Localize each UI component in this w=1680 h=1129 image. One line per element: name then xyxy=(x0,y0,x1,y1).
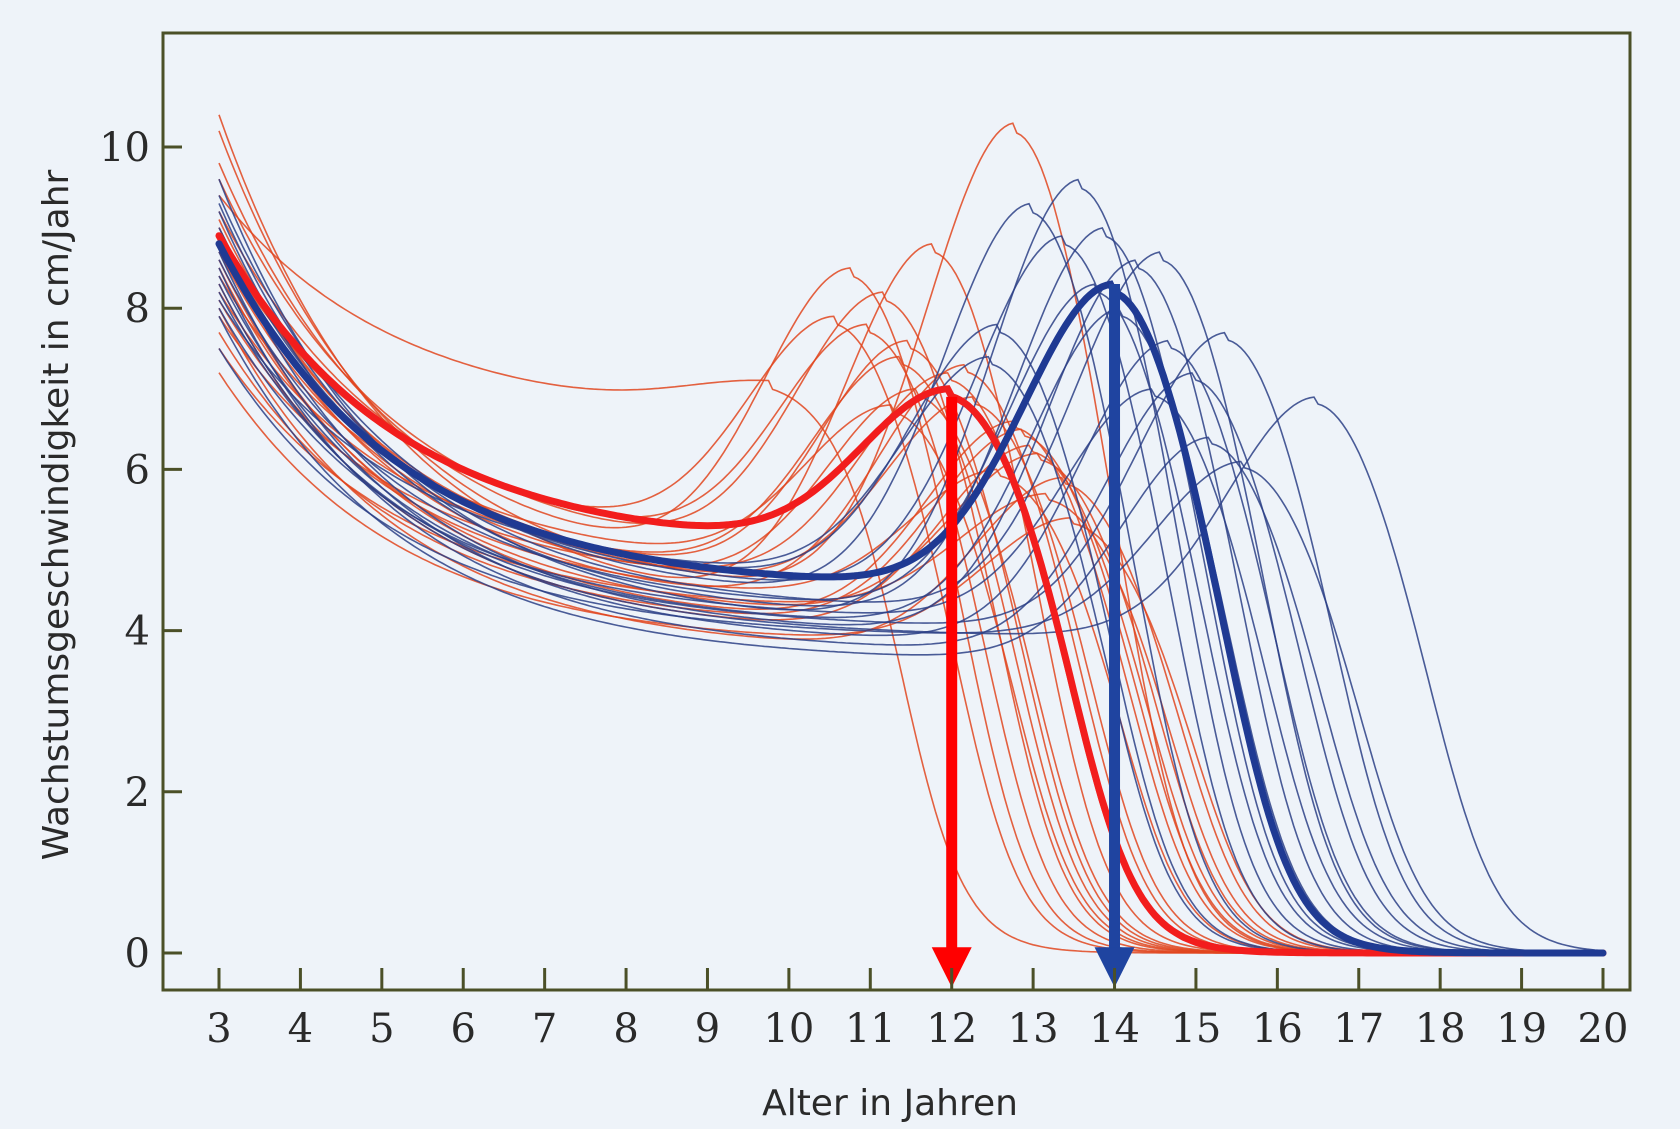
x-tick-label: 8 xyxy=(613,1006,638,1052)
y-tick-label: 8 xyxy=(125,286,150,332)
y-tick-label: 6 xyxy=(125,447,150,493)
x-tick-label: 7 xyxy=(532,1006,557,1052)
arrows-group xyxy=(931,284,1135,988)
x-tick-label: 20 xyxy=(1578,1006,1629,1052)
arrow-blue-head xyxy=(1094,947,1135,988)
x-tick-label: 16 xyxy=(1252,1006,1303,1052)
boy-curve xyxy=(218,348,1603,954)
arrow-red-head xyxy=(931,947,972,988)
girls-mean-curve xyxy=(215,232,1607,957)
x-tick-label: 12 xyxy=(926,1006,977,1052)
y-axis-title: Wachstumsgeschwindigkeit in cm/Jahr xyxy=(36,169,77,860)
boy-curve xyxy=(218,203,1603,954)
x-tick-label: 5 xyxy=(369,1006,394,1052)
boys-mean-curve xyxy=(215,240,1607,957)
boy-curve xyxy=(218,315,1603,954)
x-tick-label: 14 xyxy=(1089,1006,1140,1052)
x-tick-label: 11 xyxy=(845,1006,896,1052)
x-tick-label: 9 xyxy=(695,1006,720,1052)
x-tick-label: 13 xyxy=(1008,1006,1059,1052)
x-tick-label: 4 xyxy=(288,1006,313,1052)
x-tick-label: 10 xyxy=(763,1006,814,1052)
x-axis: 3 4 5 6 7 8 9 10 11 12 13 14 15 16 17 18 19 20 xyxy=(206,968,1628,1052)
mean-curves-group xyxy=(215,232,1607,957)
x-tick-label: 19 xyxy=(1496,1006,1547,1052)
x-axis-title: Alter in Jahren xyxy=(762,1083,1018,1124)
y-tick-label: 0 xyxy=(125,931,150,977)
y-tick-label: 4 xyxy=(125,609,150,655)
boy-curve xyxy=(218,283,1604,952)
x-tick-label: 15 xyxy=(1170,1006,1221,1052)
y-axis: 0 2 4 6 8 10 xyxy=(99,125,182,977)
x-tick-label: 17 xyxy=(1333,1006,1384,1052)
boy-curve xyxy=(218,307,1603,954)
y-tick-label: 10 xyxy=(99,125,150,171)
x-tick-label: 6 xyxy=(451,1006,476,1052)
boy-curve xyxy=(218,267,1603,954)
boy-curve xyxy=(218,235,1603,954)
x-tick-label: 3 xyxy=(206,1006,231,1052)
boy-curve xyxy=(218,291,1604,954)
x-tick-label: 18 xyxy=(1415,1006,1466,1052)
y-tick-label: 2 xyxy=(125,770,150,816)
